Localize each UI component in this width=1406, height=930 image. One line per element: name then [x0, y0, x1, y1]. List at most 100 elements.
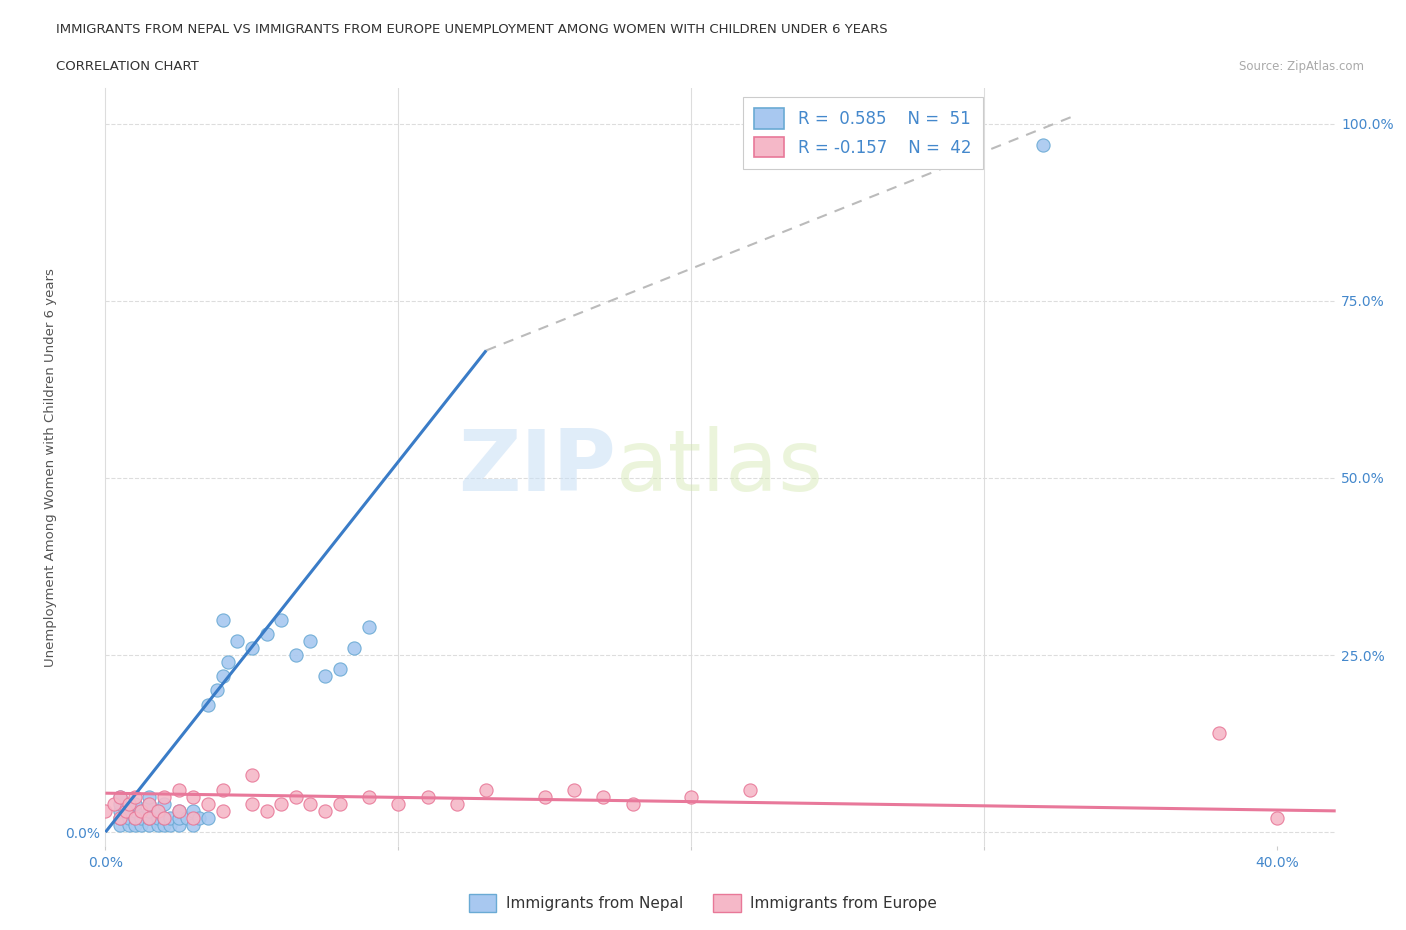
Point: [183, 804, 205, 818]
Text: CORRELATION CHART: CORRELATION CHART: [56, 60, 200, 73]
Point: [284, 790, 307, 804]
Point: [211, 612, 233, 627]
Point: [159, 817, 181, 832]
Point: [153, 790, 176, 804]
Point: [681, 790, 703, 804]
Point: [138, 796, 160, 811]
Point: [138, 804, 160, 818]
Point: [183, 817, 205, 832]
Point: [1032, 138, 1054, 153]
Point: [205, 683, 228, 698]
Point: [197, 796, 219, 811]
Point: [533, 790, 555, 804]
Point: [108, 804, 131, 818]
Point: [359, 790, 381, 804]
Text: ZIP: ZIP: [458, 426, 616, 509]
Point: [108, 811, 131, 826]
Point: [359, 619, 381, 634]
Point: [211, 669, 233, 684]
Point: [314, 669, 336, 684]
Point: [188, 811, 211, 826]
Point: [240, 796, 263, 811]
Point: [148, 804, 170, 818]
Point: [314, 804, 336, 818]
Point: [167, 804, 190, 818]
Point: [738, 782, 761, 797]
Point: [108, 790, 131, 804]
Point: [226, 633, 249, 648]
Point: [256, 626, 278, 641]
Point: [621, 796, 644, 811]
Point: [124, 790, 146, 804]
Text: IMMIGRANTS FROM NEPAL VS IMMIGRANTS FROM EUROPE UNEMPLOYMENT AMONG WOMEN WITH CH: IMMIGRANTS FROM NEPAL VS IMMIGRANTS FROM…: [56, 23, 887, 36]
Point: [240, 641, 263, 656]
Point: [1208, 725, 1230, 740]
Point: [299, 633, 322, 648]
Point: [329, 662, 352, 677]
Point: [446, 796, 468, 811]
Point: [299, 796, 322, 811]
Point: [124, 811, 146, 826]
Point: [108, 790, 131, 804]
Point: [124, 804, 146, 818]
Point: [176, 811, 198, 826]
Point: [138, 790, 160, 804]
Point: [148, 811, 170, 826]
Text: Source: ZipAtlas.com: Source: ZipAtlas.com: [1239, 60, 1364, 73]
Point: [167, 804, 190, 818]
Y-axis label: Unemployment Among Women with Children Under 6 years: Unemployment Among Women with Children U…: [44, 268, 56, 667]
Point: [197, 811, 219, 826]
Point: [159, 811, 181, 826]
Point: [94, 804, 117, 818]
Point: [387, 796, 409, 811]
Point: [115, 804, 138, 818]
Point: [256, 804, 278, 818]
Point: [108, 796, 131, 811]
Point: [183, 790, 205, 804]
Point: [153, 811, 176, 826]
Point: [103, 796, 125, 811]
Point: [138, 811, 160, 826]
Point: [284, 647, 307, 662]
Point: [416, 790, 439, 804]
Point: [197, 698, 219, 712]
Point: [148, 804, 170, 818]
Point: [129, 804, 152, 818]
Point: [183, 811, 205, 826]
Point: [240, 768, 263, 783]
Point: [108, 811, 131, 826]
Point: [270, 796, 292, 811]
Point: [218, 655, 240, 670]
Point: [148, 817, 170, 832]
Legend: R =  0.585    N =  51, R = -0.157    N =  42: R = 0.585 N = 51, R = -0.157 N = 42: [742, 97, 983, 169]
Text: atlas: atlas: [616, 426, 824, 509]
Point: [475, 782, 498, 797]
Point: [124, 811, 146, 826]
Point: [124, 817, 146, 832]
Point: [153, 796, 176, 811]
Point: [1265, 811, 1288, 826]
Legend: Immigrants from Nepal, Immigrants from Europe: Immigrants from Nepal, Immigrants from E…: [463, 888, 943, 918]
Point: [138, 811, 160, 826]
Point: [138, 817, 160, 832]
Point: [118, 817, 141, 832]
Point: [329, 796, 352, 811]
Point: [270, 612, 292, 627]
Point: [124, 796, 146, 811]
Point: [343, 641, 366, 656]
Point: [167, 817, 190, 832]
Point: [592, 790, 614, 804]
Point: [129, 811, 152, 826]
Point: [167, 782, 190, 797]
Point: [562, 782, 585, 797]
Point: [108, 817, 131, 832]
Point: [118, 811, 141, 826]
Point: [211, 782, 233, 797]
Point: [138, 796, 160, 811]
Point: [118, 804, 141, 818]
Point: [129, 817, 152, 832]
Point: [118, 796, 141, 811]
Point: [167, 811, 190, 826]
Point: [153, 811, 176, 826]
Point: [211, 804, 233, 818]
